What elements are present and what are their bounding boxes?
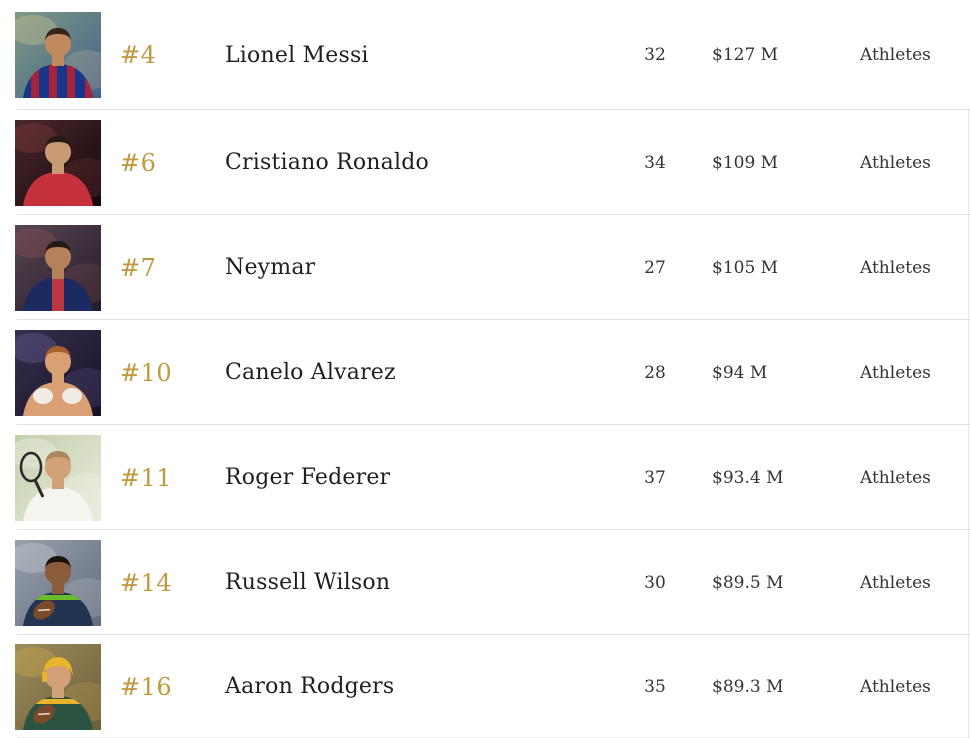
athlete-name-link[interactable]: Lionel Messi: [225, 42, 369, 68]
rank-label: #4: [120, 41, 157, 69]
age-value: 27: [644, 257, 666, 278]
athlete-photo-image: [15, 12, 101, 98]
athlete-photo[interactable]: [0, 12, 120, 98]
age-value: 34: [644, 152, 666, 173]
earnings-value: $93.4 M: [712, 467, 784, 488]
rank-label: #16: [120, 672, 173, 701]
category-label[interactable]: Athletes: [860, 572, 931, 593]
list-item[interactable]: #11 Roger Federer 37 $93.4 M Athletes: [0, 425, 970, 530]
category-label[interactable]: Athletes: [860, 152, 931, 173]
athlete-name-link[interactable]: Cristiano Ronaldo: [225, 150, 429, 175]
list-item[interactable]: #14 Russell Wilson 30 $89.5 M Athletes: [0, 530, 970, 635]
athlete-photo-image: [15, 434, 101, 521]
rank-label: #7: [120, 253, 157, 282]
athlete-name-link[interactable]: Neymar: [225, 255, 316, 280]
list-item[interactable]: #16 Aaron Rodgers 35 $89.3 M Athletes: [0, 635, 970, 738]
rank-label: #6: [120, 148, 157, 177]
earnings-value: $89.3 M: [712, 676, 784, 697]
earnings-value: $89.5 M: [712, 572, 784, 593]
athlete-photo-image: [15, 643, 101, 730]
earnings-value: $94 M: [712, 362, 768, 383]
list-item[interactable]: #6 Cristiano Ronaldo 34 $109 M Athletes: [0, 110, 970, 215]
earnings-value: $109 M: [712, 152, 779, 173]
rank-label: #14: [120, 568, 173, 597]
category-label[interactable]: Athletes: [860, 676, 931, 697]
athlete-name-link[interactable]: Russell Wilson: [225, 570, 391, 595]
athlete-photo-image: [15, 224, 101, 311]
category-label[interactable]: Athletes: [860, 257, 931, 278]
earnings-value: $105 M: [712, 257, 779, 278]
earnings-value: $127 M: [712, 45, 779, 65]
athlete-photo[interactable]: [0, 119, 120, 206]
athlete-photo[interactable]: [0, 224, 120, 311]
athlete-name-link[interactable]: Canelo Alvarez: [225, 360, 396, 385]
rank-label: #11: [120, 463, 173, 492]
list-item[interactable]: #7 Neymar 27 $105 M Athletes: [0, 215, 970, 320]
age-value: 32: [644, 45, 666, 65]
category-label[interactable]: Athletes: [860, 362, 931, 383]
athlete-photo[interactable]: [0, 329, 120, 416]
age-value: 35: [644, 676, 666, 697]
athlete-photo-image: [15, 119, 101, 206]
list-item[interactable]: #10 Canelo Alvarez 28 $94 M Athletes: [0, 320, 970, 425]
athlete-name-link[interactable]: Aaron Rodgers: [225, 674, 395, 699]
athlete-photo[interactable]: [0, 539, 120, 626]
category-label[interactable]: Athletes: [860, 45, 931, 65]
athlete-photo-image: [15, 539, 101, 626]
athlete-photo[interactable]: [0, 643, 120, 730]
athlete-photo-image: [15, 329, 101, 416]
age-value: 37: [644, 467, 666, 488]
category-label[interactable]: Athletes: [860, 467, 931, 488]
athlete-photo[interactable]: [0, 434, 120, 521]
list-item[interactable]: #4 Lionel Messi 32 $127 M Athletes: [0, 0, 970, 110]
athlete-name-link[interactable]: Roger Federer: [225, 465, 391, 490]
age-value: 28: [644, 362, 666, 383]
age-value: 30: [644, 572, 666, 593]
table-right-border: [968, 110, 969, 738]
rank-label: #10: [120, 358, 173, 387]
